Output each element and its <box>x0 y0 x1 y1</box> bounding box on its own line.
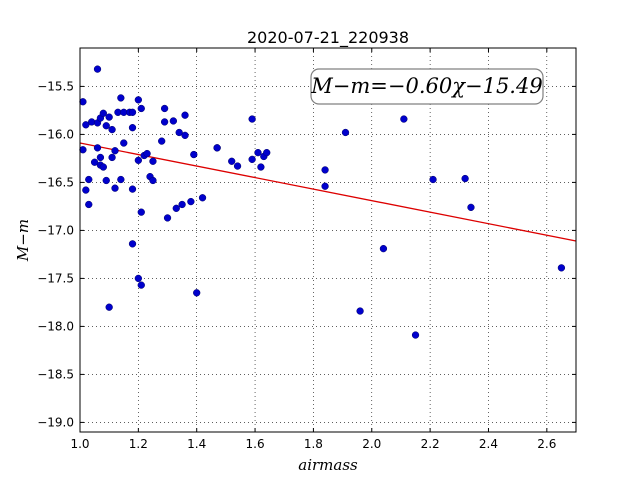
data-point <box>461 174 469 183</box>
y-tick-label: −19.0 <box>37 415 74 429</box>
x-tick-label: 1.0 <box>70 437 89 451</box>
fit-line <box>79 142 577 242</box>
data-point <box>254 148 262 157</box>
data-point <box>149 157 157 165</box>
data-point <box>96 153 105 162</box>
data-point <box>99 109 107 117</box>
data-point <box>117 94 125 102</box>
data-point <box>137 208 145 216</box>
data-point <box>193 289 201 297</box>
annotation-text: M−m=−0.60χ−15.49 <box>310 74 542 98</box>
data-point <box>82 121 90 129</box>
data-point <box>105 303 113 311</box>
data-point <box>187 197 195 206</box>
x-tick-label: 1.8 <box>304 437 323 451</box>
data-point <box>160 104 169 113</box>
y-tick-label: −18.5 <box>37 367 74 381</box>
data-point <box>341 128 350 137</box>
x-tick-label: 2.6 <box>537 437 556 451</box>
data-point <box>134 96 143 104</box>
fit-annotation: M−m=−0.60χ−15.49 <box>310 68 544 105</box>
plot-frame <box>79 47 577 433</box>
data-point <box>111 147 119 155</box>
data-point <box>213 144 221 152</box>
data-point <box>429 175 437 184</box>
y-tick-label: −18.0 <box>37 319 74 333</box>
x-tick-label: 2.0 <box>362 437 381 451</box>
data-point <box>102 176 110 185</box>
data-point <box>93 65 102 73</box>
data-point <box>181 131 189 140</box>
data-point <box>117 175 125 184</box>
data-point <box>175 128 183 137</box>
data-point <box>102 122 110 130</box>
data-point <box>321 182 329 190</box>
data-point <box>105 113 113 121</box>
y-tick-label: −17.0 <box>37 223 74 237</box>
data-point <box>160 118 169 126</box>
data-point <box>257 163 265 171</box>
data-point <box>79 146 87 154</box>
data-point <box>93 144 102 152</box>
data-point <box>120 139 128 147</box>
data-point <box>411 331 420 339</box>
data-point <box>90 158 99 166</box>
data-point <box>137 104 145 113</box>
x-tick-label: 2.2 <box>421 437 440 451</box>
data-point <box>137 281 145 289</box>
x-tick-label: 1.2 <box>129 437 148 451</box>
data-point <box>233 162 242 170</box>
data-point <box>169 117 178 125</box>
data-point <box>248 115 256 123</box>
y-tick-label: −15.5 <box>37 79 74 93</box>
x-tick-label: 2.4 <box>479 437 498 451</box>
data-point <box>467 203 475 212</box>
annotation-box <box>310 68 544 105</box>
data-point <box>379 244 388 253</box>
data-point <box>85 175 93 184</box>
x-axis-label: airmass <box>298 456 358 474</box>
data-point <box>263 148 271 157</box>
data-point <box>143 149 151 158</box>
data-point <box>149 176 157 185</box>
data-point <box>228 157 236 165</box>
data-point <box>108 125 116 134</box>
fit-line-group <box>79 142 577 242</box>
y-axis-label: M−m <box>14 219 32 262</box>
data-point <box>108 153 116 162</box>
data-point <box>321 166 329 174</box>
data-point <box>400 115 408 123</box>
data-point <box>134 156 143 164</box>
data-point <box>178 200 186 209</box>
data-point <box>198 194 207 202</box>
data-point <box>248 155 256 164</box>
data-point <box>99 163 107 171</box>
data-point <box>181 111 189 119</box>
data-point <box>158 137 166 145</box>
grid-lines <box>79 48 576 432</box>
data-point <box>111 184 119 192</box>
y-tick-label: −17.5 <box>37 271 74 285</box>
data-points <box>79 65 566 339</box>
data-point <box>82 186 90 194</box>
data-point <box>134 274 143 283</box>
y-tick-label: −16.5 <box>37 175 74 189</box>
data-point <box>128 124 137 132</box>
data-point <box>190 150 198 159</box>
data-point <box>128 240 137 248</box>
data-point <box>163 214 172 222</box>
data-point <box>128 185 137 193</box>
chart-title: 2020-07-21_220938 <box>247 28 409 48</box>
data-point <box>356 307 364 315</box>
data-point <box>172 204 180 212</box>
data-point <box>128 108 137 116</box>
data-point <box>85 200 93 209</box>
y-tick-label: −16.0 <box>37 127 74 141</box>
x-tick-label: 1.4 <box>187 437 206 451</box>
data-point <box>557 264 566 272</box>
x-tick-label: 1.6 <box>246 437 265 451</box>
axis-ticks: 1.0 1.2 1.4 1.6 1.8 2.0 2.2 2.4 2.6 −15.5 −16.0 −16… <box>37 48 576 451</box>
data-point <box>79 98 87 106</box>
